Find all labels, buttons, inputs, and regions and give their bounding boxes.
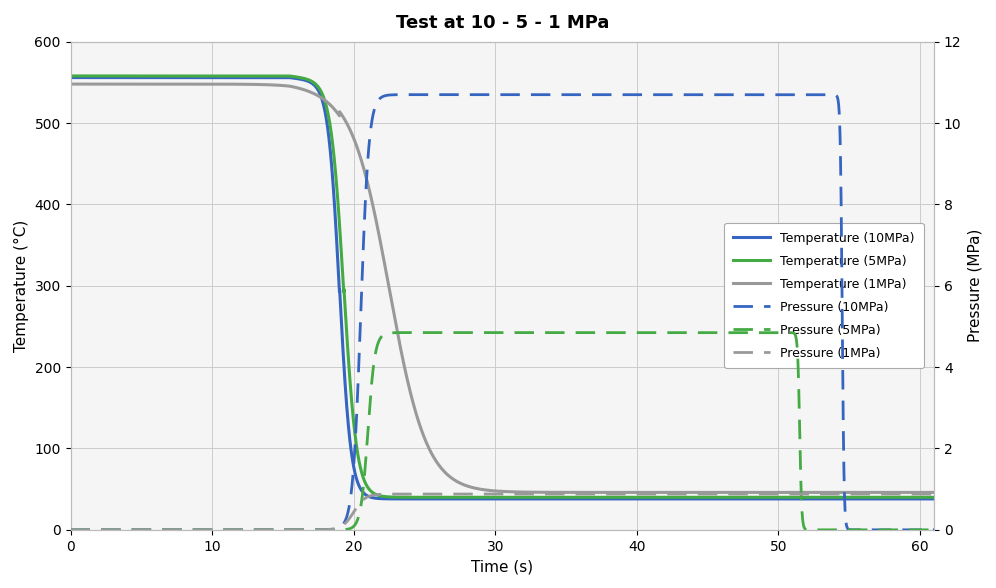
Y-axis label: Temperature (°C): Temperature (°C) bbox=[14, 220, 29, 352]
Y-axis label: Pressure (MPa): Pressure (MPa) bbox=[967, 229, 982, 342]
Legend: Temperature (10MPa), Temperature (5MPa), Temperature (1MPa), Pressure (10MPa), P: Temperature (10MPa), Temperature (5MPa),… bbox=[724, 223, 923, 368]
X-axis label: Time (s): Time (s) bbox=[471, 559, 534, 574]
Title: Test at 10 - 5 - 1 MPa: Test at 10 - 5 - 1 MPa bbox=[395, 14, 610, 32]
